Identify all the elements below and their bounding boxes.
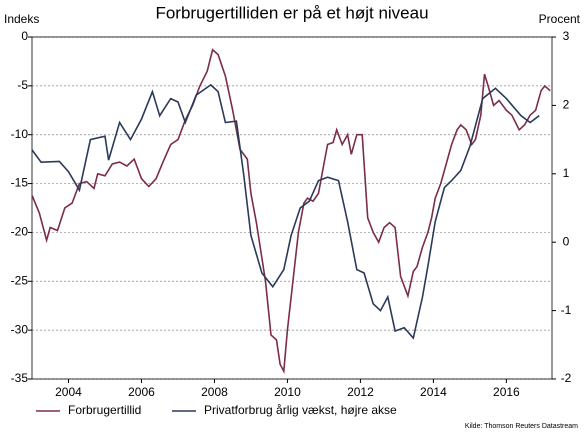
legend-label: Privatforbrug årlig vækst, højre akse [204, 403, 397, 417]
y2-tick-label: 1 [563, 166, 570, 180]
series-line [31, 83, 540, 340]
y-tick-label: -30 [11, 322, 29, 336]
legend-label: Forbrugertillid [68, 403, 141, 417]
y-tick-label: 0 [21, 29, 28, 43]
y2-tick-label: 2 [563, 98, 570, 112]
source: Kilde: Thomson Reuters Datastream [465, 423, 578, 430]
y-tick-label: -5 [17, 78, 28, 92]
x-tick-label: 2006 [128, 385, 155, 399]
y2-tick-label: 0 [563, 234, 570, 248]
plot-frame [31, 36, 553, 380]
y-tick-label: -25 [11, 273, 29, 287]
y-axis-label: Indeks [4, 12, 39, 26]
x-tick-label: 2014 [420, 385, 447, 399]
y2-tick-label: -2 [561, 371, 572, 385]
y2-axis-label: Procent [539, 12, 581, 26]
y-tick-label: -10 [11, 127, 29, 141]
x-tick-label: 2016 [493, 385, 520, 399]
series-line [31, 48, 551, 374]
x-tick-label: 2010 [274, 385, 301, 399]
chart-title: Forbrugertilliden er på et højt niveau [155, 3, 428, 22]
y2-tick-label: 3 [563, 29, 570, 43]
x-tick-label: 2012 [347, 385, 374, 399]
x-tick-label: 2004 [55, 385, 82, 399]
y-tick-label: -35 [11, 371, 29, 385]
y-tick-label: -15 [11, 176, 29, 190]
y2-tick-label: -1 [561, 303, 572, 317]
x-tick-label: 2008 [201, 385, 228, 399]
y-tick-label: -20 [11, 225, 29, 239]
